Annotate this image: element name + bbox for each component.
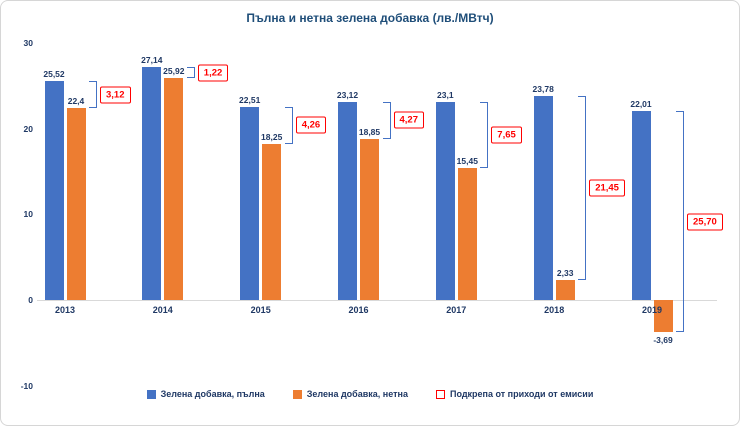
legend-label-net: Зелена добавка, нетна (306, 389, 408, 399)
legend-item-full: Зелена добавка, пълна (146, 389, 265, 399)
bar-full (142, 67, 162, 300)
x-axis-label: 2017 (446, 305, 467, 315)
bar-value-label-full: 23,1 (437, 90, 454, 101)
bar-net (164, 77, 184, 300)
difference-bracket (382, 101, 391, 139)
legend-item-support: Подкрепа от приходи от емисии (435, 389, 594, 399)
difference-bracket (89, 81, 97, 109)
bar-value-label-net: 22,4 (67, 96, 85, 107)
bar-value-label-net: 18,25 (261, 131, 283, 142)
support-value-label: 4,27 (393, 111, 424, 129)
x-axis-label: 2019 (641, 305, 663, 315)
bar-net (653, 300, 673, 332)
support-value-label: 1,22 (197, 64, 229, 82)
bar-net (457, 167, 477, 300)
bar-full (240, 107, 260, 300)
difference-bracket (284, 107, 293, 144)
y-axis-tick-label: 30 (23, 37, 33, 48)
bar-value-label-net: 15,45 (456, 155, 478, 166)
bar-full (435, 102, 455, 300)
support-value-label: 3,12 (100, 86, 131, 104)
difference-bracket (676, 111, 684, 332)
difference-bracket (186, 67, 195, 78)
support-value-label: 21,45 (589, 179, 625, 197)
bar-value-label-full: 25,52 (43, 69, 65, 80)
x-axis-label: 2016 (348, 305, 369, 315)
x-axis-label: 2018 (544, 305, 565, 315)
legend-swatch-net (292, 389, 302, 399)
bar-value-label-full: 23,78 (532, 84, 554, 95)
bar-full (631, 111, 651, 300)
legend-item-net: Зелена добавка, нетна (292, 389, 408, 399)
bar-net (555, 280, 575, 300)
difference-bracket (480, 102, 489, 168)
bar-value-label-full: 27,14 (141, 55, 163, 66)
x-axis-label: 2015 (250, 305, 271, 315)
bar-value-label-full: 22,51 (239, 95, 261, 106)
support-value-label: 4,26 (295, 116, 327, 134)
bar-net (66, 108, 86, 300)
y-axis-tick-label: 10 (23, 209, 33, 220)
bar-value-label-net: -3,69 (653, 334, 673, 345)
bar-net (262, 143, 282, 300)
bar-value-label-full: 23,12 (336, 89, 359, 100)
bar-value-label-full: 22,01 (630, 99, 652, 110)
chart-title: Пълна и нетна зелена добавка (лв./МВтч) (246, 11, 494, 25)
bar-full (533, 96, 553, 300)
bar-net (360, 138, 379, 300)
difference-bracket (578, 96, 587, 281)
legend: Зелена добавка, пълна Зелена добавка, не… (1, 389, 739, 399)
y-axis-tick-label: 20 (23, 123, 33, 134)
legend-label-full: Зелена добавка, пълна (160, 389, 265, 399)
support-value-label: 25,70 (687, 213, 723, 231)
y-axis-tick-label: -10 (20, 380, 33, 391)
x-axis-label: 2014 (152, 305, 173, 315)
legend-label-support: Подкрепа от приходи от емисии (449, 389, 594, 399)
bar-value-label-net: 2,33 (556, 268, 574, 279)
support-value-label: 7,65 (491, 126, 522, 144)
bar-full (338, 101, 357, 300)
bar-full (44, 81, 64, 300)
bar-value-label-net: 25,92 (163, 65, 185, 76)
x-axis-label: 2013 (54, 305, 76, 315)
x-axis-line (37, 300, 717, 301)
y-axis-tick-label: 0 (28, 295, 33, 305)
legend-swatch-full (146, 389, 156, 399)
bar-value-label-net: 18,85 (358, 126, 381, 137)
legend-swatch-support (435, 389, 445, 399)
